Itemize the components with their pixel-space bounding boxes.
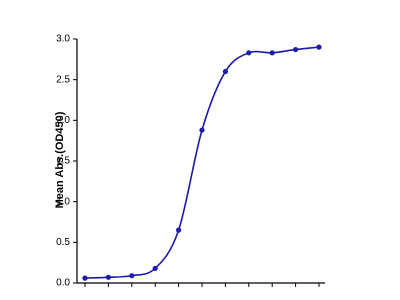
data-point [269,50,275,56]
data-point [82,275,88,281]
y-tick-label: 2.5 [56,74,70,85]
data-point [176,227,182,233]
series-line [84,46,320,279]
y-tick-label: 2.0 [56,115,70,126]
data-point [199,127,205,133]
y-tick-label: 0.5 [56,237,70,248]
data-point [293,46,299,53]
data-point [316,44,322,50]
y-tick-label: 1.0 [56,196,70,207]
y-tick-label: 3.0 [56,34,70,45]
data-point [222,68,228,75]
data-point [129,273,135,279]
data-point [152,265,158,271]
data-point [246,50,252,56]
y-axis-label: Mean Abs.(OD450) [54,111,66,208]
y-tick-label: 1.5 [56,156,70,167]
data-point [105,274,111,280]
y-tick-label: 0.0 [56,278,70,289]
